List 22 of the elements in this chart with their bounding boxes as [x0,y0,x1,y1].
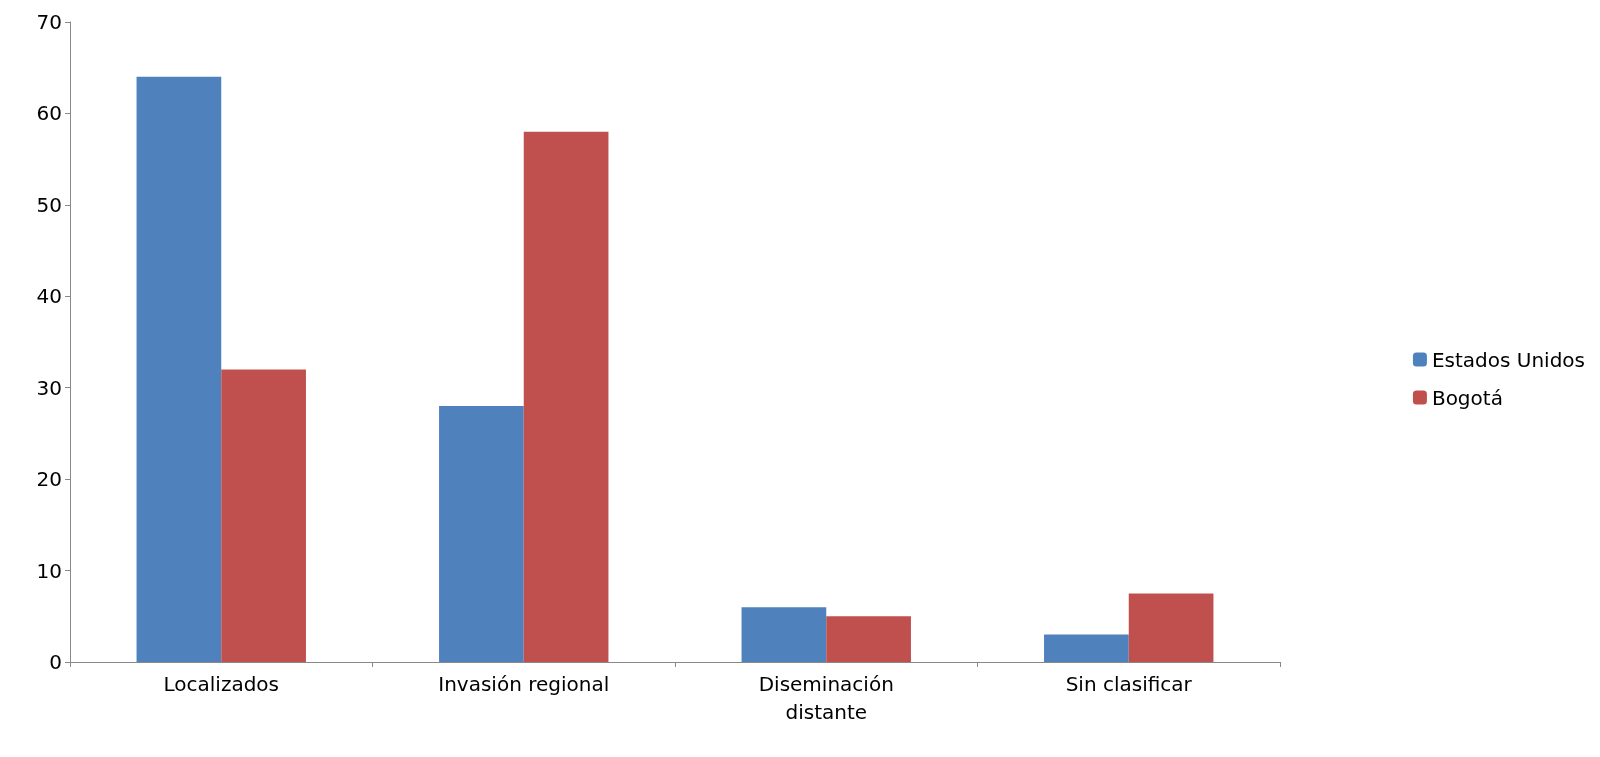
x-tick-label: Localizados [163,672,279,696]
x-tick-label: Invasión regional [438,672,610,696]
y-tick-label: 40 [36,284,62,309]
y-tick-label: 30 [36,375,62,400]
bar [439,406,524,662]
legend-label: Bogotá [1431,385,1503,410]
y-tick-label: 0 [49,650,62,674]
x-tick-label: Diseminación distante [758,672,894,724]
bar [523,131,609,662]
legend-label: Estados Unidos [1431,347,1586,372]
bar [221,369,306,662]
bar [741,607,827,662]
y-tick-label: 50 [36,192,62,217]
x-tick-label: Sin clasificar [1065,672,1193,696]
bar [826,616,911,662]
y-tick-label: 60 [36,101,62,126]
y-tick-label: 10 [36,558,62,583]
y-tick-label: 70 [36,10,62,34]
y-tick-label: 20 [36,467,62,492]
bar [1044,634,1129,662]
bar [1128,593,1214,662]
bar [136,76,222,662]
